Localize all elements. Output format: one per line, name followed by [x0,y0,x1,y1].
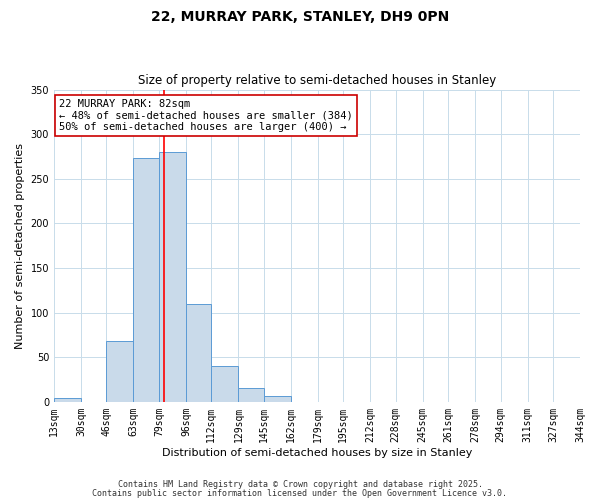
X-axis label: Distribution of semi-detached houses by size in Stanley: Distribution of semi-detached houses by … [162,448,472,458]
Bar [264,396,291,402]
Text: 22 MURRAY PARK: 82sqm
← 48% of semi-detached houses are smaller (384)
50% of sem: 22 MURRAY PARK: 82sqm ← 48% of semi-deta… [59,99,353,132]
Text: Contains HM Land Registry data © Crown copyright and database right 2025.: Contains HM Land Registry data © Crown c… [118,480,482,489]
Text: Contains public sector information licensed under the Open Government Licence v3: Contains public sector information licen… [92,489,508,498]
Title: Size of property relative to semi-detached houses in Stanley: Size of property relative to semi-detach… [138,74,496,87]
Text: 22, MURRAY PARK, STANLEY, DH9 0PN: 22, MURRAY PARK, STANLEY, DH9 0PN [151,10,449,24]
Y-axis label: Number of semi-detached properties: Number of semi-detached properties [15,142,25,348]
Bar [186,304,211,402]
Bar [159,152,186,402]
Bar [133,158,159,402]
Bar [54,398,81,402]
Bar [238,388,264,402]
Bar [211,366,238,402]
Bar [106,341,133,402]
